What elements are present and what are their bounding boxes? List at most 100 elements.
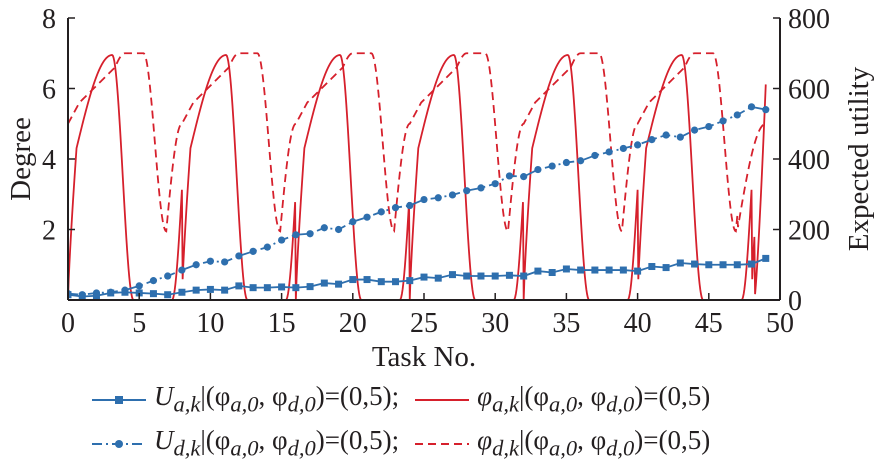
x-tick-label: 10 <box>196 308 224 339</box>
series-u-ak-point <box>477 272 485 280</box>
x-tick-label: 30 <box>481 308 509 339</box>
series-u-ak-point <box>505 271 513 279</box>
series-u-ak-point <box>420 273 428 281</box>
series-u-dk-point <box>676 133 684 141</box>
series-u-ak-point <box>648 263 656 271</box>
x-axis-label: Task No. <box>372 341 476 373</box>
series-u-dk-point <box>719 117 727 125</box>
series-u-ak-point <box>178 288 186 296</box>
series-u-dk-point <box>78 291 86 299</box>
legend-row-2: Ud,k|(φa,0, φd,0)=(0,5); φd,k|(φa,0, φd,… <box>90 422 870 466</box>
series-u-dk-point <box>164 272 172 280</box>
series-u-ak-point <box>406 277 414 285</box>
legend-label-phi-ak: φa,k|(φa,0, φd,0)=(0,5) <box>477 380 711 417</box>
series-phi-dk-line <box>68 52 766 233</box>
x-tick-label: 50 <box>766 308 794 339</box>
series-u-dk-point <box>249 247 257 255</box>
series-u-ak-point <box>562 265 570 273</box>
series-u-dk-point <box>520 173 528 181</box>
series-u-dk-point <box>363 213 371 221</box>
series-u-ak-point <box>619 266 627 274</box>
x-tick-label: 45 <box>695 308 723 339</box>
series-u-dk-point <box>391 204 400 212</box>
plot-area <box>68 52 770 300</box>
series-u-ak-point <box>221 286 229 294</box>
legend-label-u-ak: Ua,k|(φa,0, φd,0)=(0,5); <box>154 380 400 417</box>
x-tick-label: 15 <box>268 308 296 339</box>
series-u-ak-point <box>705 261 713 269</box>
legend-label-u-dk: Ud,k|(φa,0, φd,0)=(0,5); <box>154 424 400 461</box>
series-u-dk-point <box>235 252 243 260</box>
series-u-ak-point <box>235 282 243 290</box>
series-u-ak-point <box>605 266 613 274</box>
series-u-ak-point <box>448 271 456 279</box>
series-u-ak-point <box>320 279 328 287</box>
y2-tick-label: 800 <box>788 4 830 35</box>
series-u-ak-point <box>548 269 556 277</box>
series-u-ak-point <box>363 276 371 284</box>
legend-swatch-u-ak <box>92 396 146 404</box>
series-u-dk-point <box>149 277 158 285</box>
series-u-dk-point <box>634 141 642 149</box>
series-u-dk-point <box>92 289 101 297</box>
series-u-dk-point <box>292 231 300 239</box>
series-u-dk-point <box>733 111 741 119</box>
x-tick-label: 25 <box>410 308 438 339</box>
series-u-ak-point <box>491 272 499 280</box>
series-u-dk-point <box>648 136 656 144</box>
series-u-dk-point <box>320 224 328 232</box>
series-u-dk-point <box>334 225 343 234</box>
series-u-ak-point <box>206 285 214 293</box>
y-tick-label: 4 <box>42 145 56 176</box>
series-u-ak-point <box>691 260 699 268</box>
series-u-ak-point <box>377 278 385 286</box>
series-u-dk-point <box>107 288 115 296</box>
series-u-dk-point <box>448 191 457 199</box>
series-u-dk-point <box>605 148 613 156</box>
series-u-ak-point <box>335 280 343 288</box>
series-u-dk-point <box>491 180 499 188</box>
series-u-ak-point <box>662 264 670 272</box>
series-u-dk-point <box>349 218 357 226</box>
series-u-ak-point <box>463 272 471 280</box>
series-u-dk-point <box>306 230 314 238</box>
series-u-ak-point <box>762 254 770 262</box>
y-tick-label: 8 <box>42 4 56 35</box>
series-u-dk-point <box>121 286 129 294</box>
series-u-dk-point <box>690 126 699 134</box>
series-u-dk-point <box>263 243 271 251</box>
series-u-ak-point <box>676 259 684 267</box>
series-u-ak-point <box>164 291 172 299</box>
series-u-dk-point <box>463 187 471 195</box>
legend-item-u-dk: Ud,k|(φa,0, φd,0)=(0,5); <box>90 418 399 470</box>
y2-axis-label: Expected utility <box>843 66 875 251</box>
series-u-ak-point <box>306 283 314 291</box>
legend-label-phi-dk: φd,k|(φa,0, φd,0)=(0,5) <box>477 424 711 461</box>
series-u-dk-point <box>206 257 214 265</box>
series-u-dk-point <box>477 184 485 192</box>
series-u-ak-point <box>278 283 286 291</box>
series-u-dk-point <box>434 194 442 202</box>
series-u-dk-point <box>591 151 599 160</box>
legend-item-phi-ak: φa,k|(φa,0, φd,0)=(0,5) <box>413 374 710 426</box>
legend-row-1: Ua,k|(φa,0, φd,0)=(0,5); φa,k|(φa,0, φd,… <box>90 378 870 422</box>
series-u-ak-point <box>591 266 599 274</box>
series-u-dk-point <box>221 258 229 266</box>
series-u-dk-point <box>662 131 670 139</box>
series-u-ak-point <box>748 260 756 268</box>
series-u-dk-point <box>548 162 556 170</box>
series-u-dk-point <box>135 282 143 290</box>
series-u-dk-point <box>534 165 542 174</box>
series-u-ak-point <box>634 267 642 275</box>
y2-tick-label: 600 <box>788 75 830 106</box>
series-u-dk-point <box>505 172 514 180</box>
series-u-dk-point <box>192 261 200 269</box>
series-u-dk-point <box>747 103 756 111</box>
series-u-ak-point <box>733 261 741 269</box>
y2-tick-label: 200 <box>788 216 830 247</box>
series-u-dk-point <box>562 158 571 167</box>
y2-tick-label: 400 <box>788 145 830 176</box>
legend: Ua,k|(φa,0, φd,0)=(0,5); φa,k|(φa,0, φd,… <box>90 378 870 466</box>
series-u-dk-point <box>178 266 186 274</box>
series-u-ak-point <box>534 267 542 275</box>
